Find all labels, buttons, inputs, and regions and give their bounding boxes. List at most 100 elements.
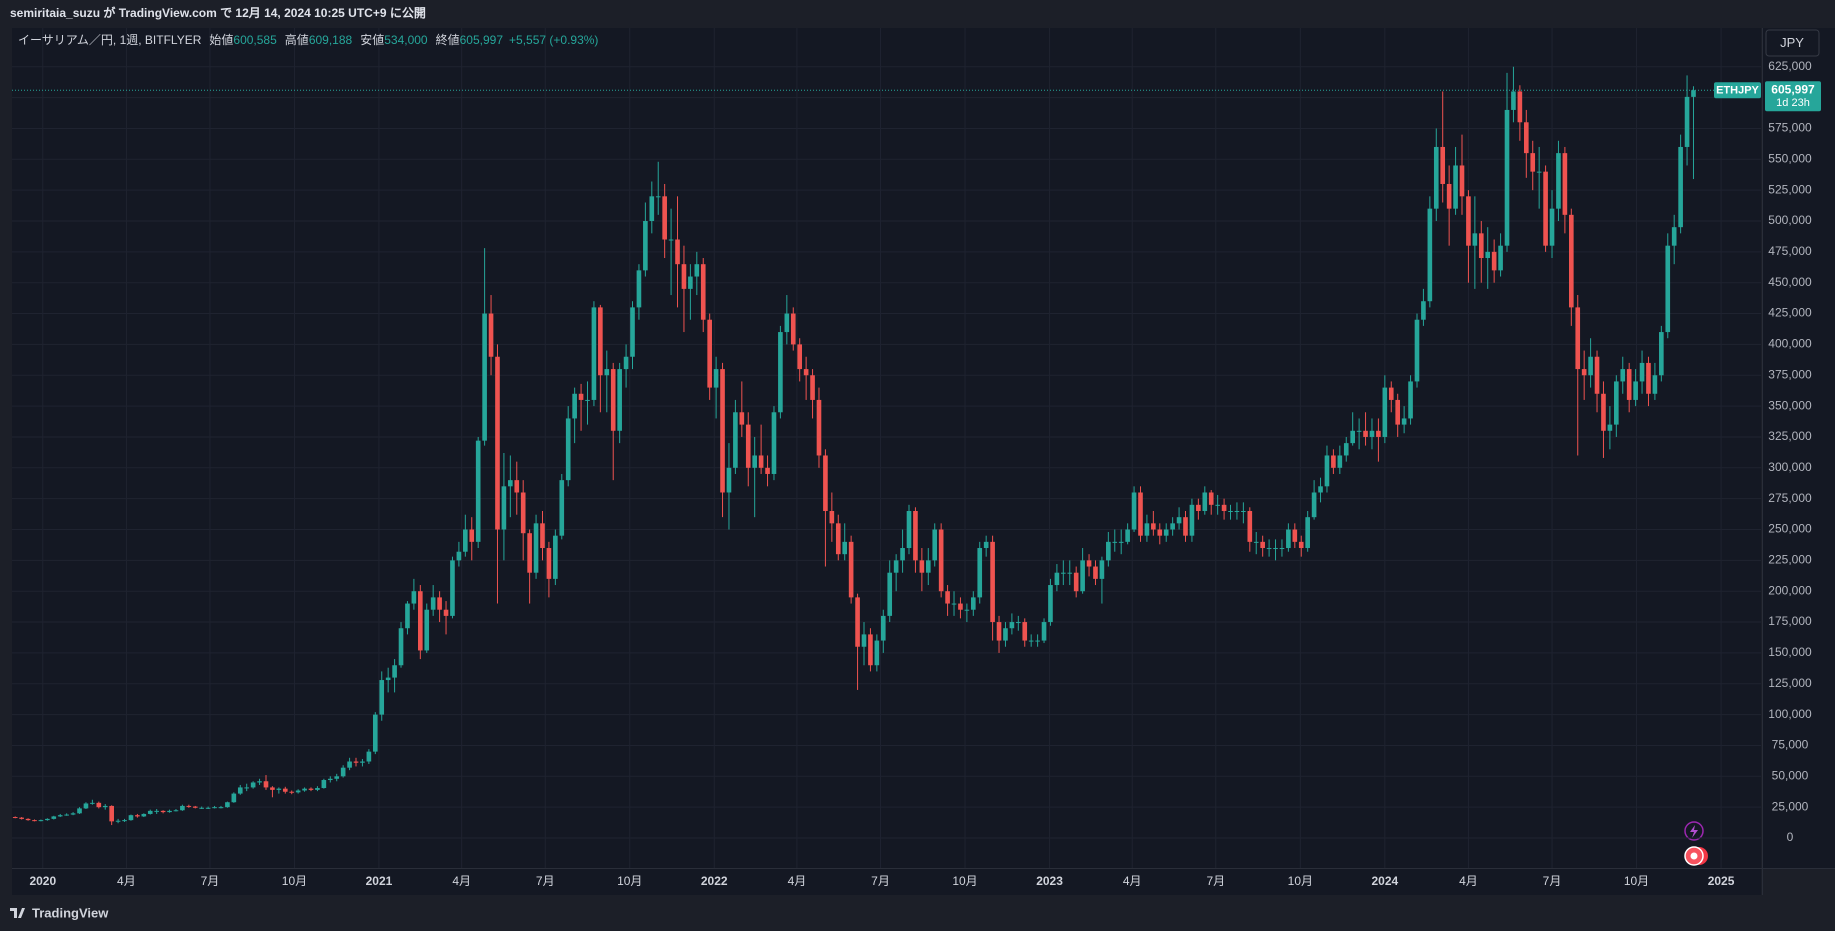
candle-body bbox=[565, 418, 571, 481]
candle-body bbox=[1414, 319, 1420, 382]
candle-body bbox=[1646, 362, 1651, 394]
candle-body bbox=[906, 510, 912, 549]
alert-icon[interactable] bbox=[1684, 821, 1704, 841]
x-tick-label: 7月 bbox=[1543, 874, 1562, 888]
candle-body bbox=[1504, 109, 1510, 246]
candle-body bbox=[1324, 455, 1330, 487]
candle-body bbox=[141, 813, 147, 817]
candle-body bbox=[1530, 153, 1536, 172]
x-tick-label: 7月 bbox=[536, 874, 555, 888]
y-tick-label: 225,000 bbox=[1768, 553, 1812, 567]
candle-body bbox=[180, 805, 185, 811]
candle-body bbox=[1639, 362, 1645, 382]
candle-body bbox=[688, 276, 693, 289]
candle-body bbox=[925, 560, 931, 573]
candle-body bbox=[893, 560, 899, 573]
candle-body bbox=[1388, 387, 1394, 400]
candle-body bbox=[64, 814, 69, 816]
candle-body bbox=[392, 665, 397, 678]
x-tick-label: 4月 bbox=[1459, 874, 1478, 888]
candle-body bbox=[1671, 227, 1677, 246]
candle-body bbox=[443, 609, 449, 616]
candle-body bbox=[784, 313, 790, 333]
legend-name: イーサリアム／円, 1週, BITFLYER bbox=[18, 33, 202, 47]
candle-body bbox=[212, 807, 217, 809]
candle-body bbox=[636, 270, 642, 308]
candle-body bbox=[96, 802, 102, 808]
candle-body bbox=[1684, 96, 1690, 147]
candle-body bbox=[945, 591, 950, 604]
candle-body bbox=[1607, 424, 1613, 431]
legend-item-value: 600,585 bbox=[233, 33, 277, 47]
candle-body bbox=[739, 412, 745, 425]
candle-body bbox=[1633, 381, 1638, 400]
candle-body bbox=[720, 369, 725, 493]
candle-body bbox=[237, 787, 243, 794]
candle-body bbox=[321, 780, 327, 789]
candle-body bbox=[1073, 572, 1079, 592]
y-tick-label: 150,000 bbox=[1768, 645, 1812, 659]
y-tick-label: 75,000 bbox=[1772, 738, 1809, 752]
candle-body bbox=[1260, 541, 1265, 549]
candle-body bbox=[662, 196, 667, 240]
candle-body bbox=[1041, 622, 1047, 641]
candle-body bbox=[700, 264, 706, 320]
candle-body bbox=[205, 807, 211, 809]
candle-body bbox=[1427, 208, 1433, 302]
candle-body bbox=[745, 424, 751, 468]
y-tick-label: 200,000 bbox=[1768, 583, 1812, 597]
candle-body bbox=[495, 356, 500, 530]
y-tick-label: 575,000 bbox=[1768, 121, 1812, 135]
candle-body bbox=[1678, 146, 1683, 228]
candle-body bbox=[829, 510, 835, 524]
candle-body bbox=[1433, 146, 1439, 209]
symbol-tag-label: ETHJPY bbox=[1716, 85, 1759, 97]
candle-body bbox=[1093, 566, 1098, 579]
candle-body bbox=[295, 790, 301, 793]
candle-body bbox=[1241, 510, 1246, 512]
y-tick-label: 525,000 bbox=[1768, 182, 1812, 196]
candle-body bbox=[649, 196, 655, 222]
candle-body bbox=[951, 603, 957, 605]
candle-body bbox=[90, 802, 95, 804]
candle-body bbox=[38, 820, 44, 822]
candle-body bbox=[1067, 572, 1073, 574]
candle-body bbox=[1170, 523, 1175, 530]
y-tick-label: 325,000 bbox=[1768, 429, 1812, 443]
candle-body bbox=[430, 597, 436, 610]
candle-body bbox=[1118, 541, 1124, 543]
candle-body bbox=[501, 486, 507, 530]
currency-label[interactable]: JPY bbox=[1780, 35, 1804, 50]
candle-body bbox=[398, 628, 404, 666]
candle-body bbox=[1498, 245, 1503, 271]
candle-body bbox=[469, 529, 475, 542]
legend-item-value: 605,997 bbox=[460, 33, 504, 47]
candle-body bbox=[733, 412, 738, 468]
candle-body bbox=[360, 761, 365, 763]
candle-body bbox=[327, 778, 333, 781]
candle-body bbox=[1234, 510, 1240, 512]
candle-body bbox=[546, 548, 552, 579]
candle-body bbox=[353, 761, 359, 763]
candle-body bbox=[218, 807, 224, 809]
candle-body bbox=[1208, 492, 1214, 505]
candle-body bbox=[668, 239, 674, 241]
candle-body bbox=[1626, 369, 1632, 400]
candle-body bbox=[1568, 214, 1574, 308]
candle-body bbox=[1305, 517, 1310, 549]
candle-body bbox=[186, 805, 192, 807]
candle-body bbox=[868, 634, 873, 666]
legend-item-value: 534,000 bbox=[384, 33, 428, 47]
candle-body bbox=[771, 412, 777, 474]
candle-body bbox=[225, 802, 230, 808]
y-tick-label: 100,000 bbox=[1768, 707, 1812, 721]
candle-body bbox=[1556, 153, 1561, 209]
currency-button[interactable] bbox=[1765, 29, 1820, 57]
candle-body bbox=[591, 307, 597, 400]
candle-body bbox=[192, 806, 198, 808]
candle-body bbox=[379, 680, 385, 715]
candle-body bbox=[1421, 301, 1426, 320]
y-tick-label: 625,000 bbox=[1768, 59, 1812, 73]
candle-body bbox=[1601, 393, 1606, 431]
x-tick-label: 4月 bbox=[117, 874, 136, 888]
